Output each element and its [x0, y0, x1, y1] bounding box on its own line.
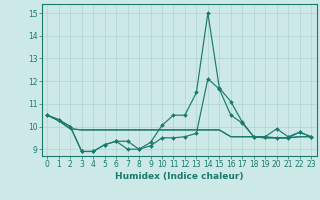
X-axis label: Humidex (Indice chaleur): Humidex (Indice chaleur)	[115, 172, 244, 181]
